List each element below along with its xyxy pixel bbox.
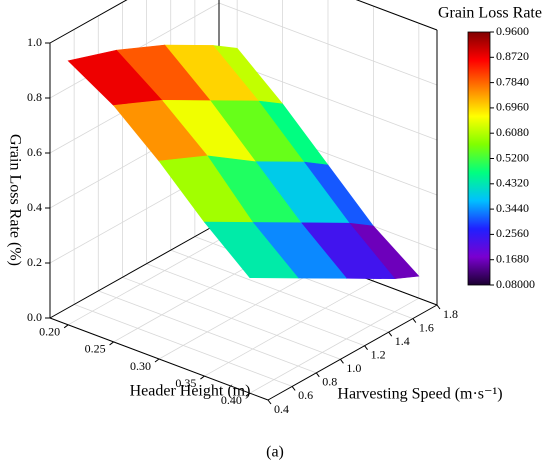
x-axis-label: Header Height (m) [130, 383, 251, 400]
colorbar-tick-label: 0.8720 [496, 49, 529, 63]
y-tick [340, 358, 344, 364]
z-tick-label: 0.0 [27, 310, 42, 324]
z-tick-label: 0.8 [27, 90, 42, 104]
grid-line [67, 229, 238, 326]
z-tick-label: 1.0 [27, 35, 42, 49]
y-tick [412, 318, 417, 323]
box-edge [49, 222, 220, 319]
colorbar-tick-label: 0.9600 [496, 24, 529, 38]
x-tick [245, 392, 251, 397]
x-tick-label: 0.40 [221, 393, 242, 407]
surface-patch [203, 221, 299, 279]
grid-line [158, 263, 329, 360]
grid-line [146, 263, 365, 347]
grid-line [122, 276, 341, 360]
y-tick-label: 0.4 [274, 402, 289, 416]
grid-line [74, 304, 293, 387]
y-tick [315, 372, 320, 378]
y-tick-label: 0.8 [322, 375, 337, 389]
x-tick [154, 358, 160, 363]
z-tick-label: 0.6 [27, 145, 42, 159]
colorbar-tick-label: 0.4320 [496, 176, 529, 190]
y-tick-label: 0.6 [298, 388, 313, 402]
colorbar [467, 31, 491, 286]
colorbar-title: Grain Loss Rate [438, 5, 542, 22]
y-tick-label: 1.8 [443, 307, 458, 321]
colorbar-tick-label: 0.5200 [496, 150, 529, 164]
colorbar-tick-label: 0.3440 [496, 201, 529, 215]
grid-line [204, 280, 374, 377]
grid-line [49, 0, 128, 44]
y-axis-label: Harvesting Speed (m·s⁻¹) [337, 386, 502, 403]
colorbar-tick-label: 0.08000 [496, 277, 535, 291]
grid-line [170, 249, 389, 333]
grid-line [98, 290, 317, 374]
x-tick [63, 324, 69, 329]
box-edge [355, 0, 438, 31]
x-tick [200, 375, 205, 380]
colorbar-tick-label: 0.2560 [496, 226, 529, 240]
caption: (a) [266, 444, 284, 461]
z-tick-label: 0.4 [27, 200, 42, 214]
y-tick-label: 1.0 [346, 361, 361, 375]
y-tick [364, 345, 368, 351]
y-tick [388, 331, 393, 337]
x-tick-label: 0.30 [130, 359, 151, 373]
colorbar-tick-label: 0.6080 [496, 125, 529, 139]
x-tick [109, 341, 114, 346]
z-tick-label: 0.2 [27, 255, 42, 269]
y-tick [436, 304, 441, 310]
y-tick [291, 386, 296, 391]
colorbar-tick-label: 0.1680 [496, 251, 529, 265]
z-axis-label: Grain Loss Rate (%) [6, 134, 23, 266]
colorbar-tick-label: 0.7840 [496, 74, 529, 88]
box-edge [49, 0, 128, 44]
x-tick-label: 0.20 [39, 325, 60, 339]
x-tick-label: 0.35 [175, 376, 196, 390]
y-tick-label: 1.2 [371, 347, 386, 361]
grid-line [249, 297, 420, 394]
box-edge [267, 304, 438, 401]
y-tick-label: 1.6 [419, 320, 434, 334]
y-tick [267, 399, 272, 405]
x-tick-label: 0.25 [85, 342, 106, 356]
y-tick-label: 1.4 [395, 334, 410, 348]
colorbar-tick-label: 0.6960 [496, 100, 529, 114]
